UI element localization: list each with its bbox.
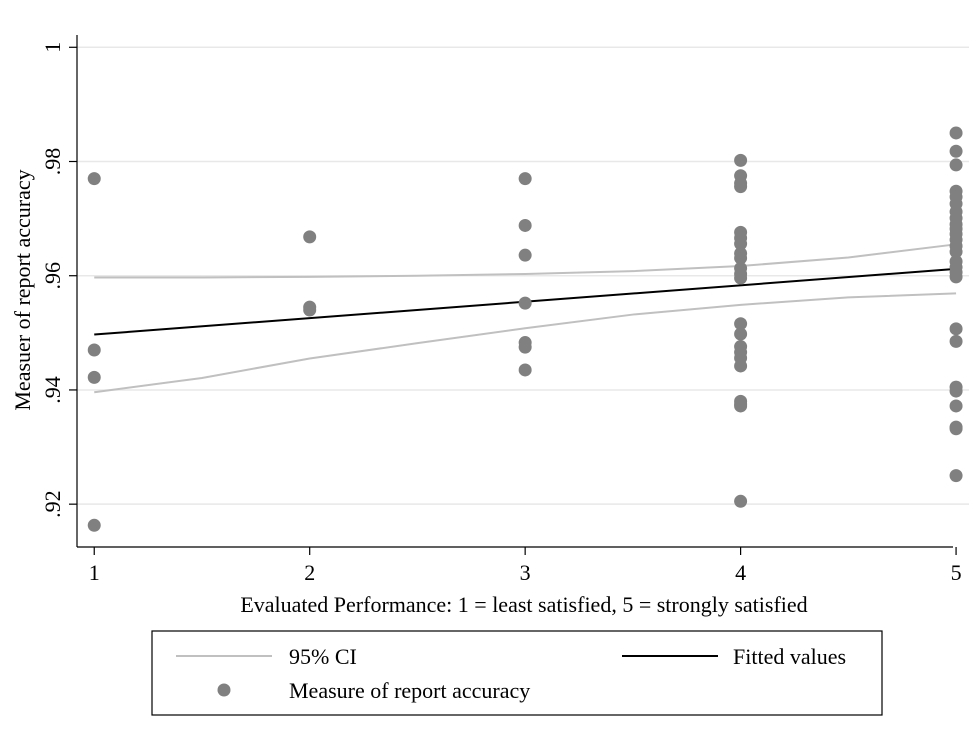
data-point-1 [87, 343, 101, 357]
data-point-6 [303, 303, 317, 317]
data-point-10 [518, 296, 532, 310]
y-axis-title: Measuer of report accuracy [10, 169, 35, 410]
y-tick-label-0: .92 [40, 490, 65, 517]
data-point-0 [87, 172, 101, 186]
x-tick-label-2: 3 [520, 560, 531, 585]
data-points [87, 126, 963, 532]
data-point-13 [518, 363, 532, 377]
legend-ci-label: 95% CI [289, 644, 357, 669]
y-tick-label-4: 1 [40, 42, 65, 53]
data-point-35 [734, 494, 748, 508]
data-point-9 [518, 248, 532, 262]
data-point-22 [734, 251, 748, 265]
axes: .92 .94 .96 .98 1 1 2 3 4 5 [40, 35, 962, 585]
grid [77, 46, 969, 505]
data-point-8 [518, 218, 532, 232]
confidence-band [94, 243, 957, 394]
legend-points-label: Measure of report accuracy [289, 678, 530, 703]
data-point-57 [949, 384, 963, 398]
data-point-12 [518, 340, 532, 354]
y-tick-label-3: .98 [40, 148, 65, 176]
data-point-60 [949, 422, 963, 436]
x-tick-label-0: 1 [89, 560, 100, 585]
data-point-36 [949, 126, 963, 140]
x-tick-label-3: 4 [735, 560, 746, 585]
data-point-31 [734, 359, 748, 373]
data-point-34 [734, 399, 748, 413]
legend-points-swatch [217, 683, 231, 697]
legend-fitted-label: Fitted values [733, 644, 846, 669]
data-point-20 [734, 237, 748, 251]
data-point-14 [734, 153, 748, 167]
data-point-3 [87, 518, 101, 532]
legend: 95% CI Fitted values Measure of report a… [151, 630, 883, 716]
data-point-4 [303, 230, 317, 244]
data-point-25 [734, 271, 748, 285]
data-point-58 [949, 399, 963, 413]
ci-lower-line [94, 292, 957, 394]
y-tick-label-1: .94 [40, 376, 65, 404]
data-point-38 [949, 158, 963, 172]
data-point-26 [734, 317, 748, 331]
data-point-7 [518, 172, 532, 186]
data-point-37 [949, 144, 963, 158]
ci-upper-line [94, 243, 957, 279]
y-tick-label-2: .96 [40, 262, 65, 290]
x-tick-label-4: 5 [951, 560, 962, 585]
data-point-2 [87, 370, 101, 384]
legend-box [151, 630, 883, 716]
data-point-17 [734, 180, 748, 194]
data-point-55 [949, 334, 963, 348]
data-point-27 [734, 327, 748, 341]
data-point-53 [949, 270, 963, 284]
data-point-49 [949, 245, 963, 259]
x-axis-title: Evaluated Performance: 1 = least satisfi… [240, 592, 807, 617]
data-point-54 [949, 322, 963, 336]
data-point-61 [949, 469, 963, 483]
x-tick-label-1: 2 [304, 560, 315, 585]
